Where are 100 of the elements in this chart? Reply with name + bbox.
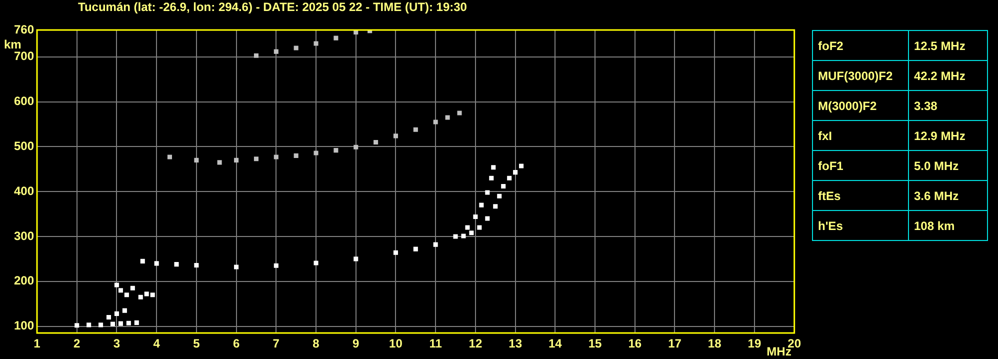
x-tick-label: 16 — [628, 336, 642, 351]
point — [433, 242, 438, 247]
point — [110, 322, 115, 326]
y-tick-label: 200 — [14, 274, 34, 288]
text: h'Es — [812, 210, 908, 240]
point — [86, 322, 92, 328]
point — [485, 190, 490, 195]
point — [118, 321, 123, 326]
point — [461, 234, 466, 238]
point — [134, 320, 139, 325]
point — [174, 262, 179, 267]
point — [469, 230, 474, 236]
x-tick-label: 9 — [352, 336, 360, 351]
point — [106, 315, 112, 320]
point — [274, 263, 278, 268]
point — [274, 154, 278, 160]
point — [294, 46, 298, 50]
point — [294, 153, 298, 158]
point — [513, 170, 518, 175]
point — [507, 176, 512, 180]
point — [374, 140, 378, 144]
x-tick-label: 13 — [508, 336, 522, 351]
point — [114, 282, 119, 288]
point — [167, 154, 172, 160]
point — [138, 294, 143, 300]
point — [519, 164, 524, 168]
point — [473, 214, 478, 220]
x-tick-label: 6 — [232, 336, 240, 351]
text: 3.38 — [908, 90, 988, 120]
point — [445, 115, 450, 120]
text: 12.9 MHz — [908, 120, 988, 150]
x-tick-label: 10 — [389, 336, 403, 351]
point — [150, 292, 155, 298]
point — [479, 202, 484, 208]
chart-title: Tucumán (lat: -26.9, lon: 294.6) - DATE: 2025 05 22 - TIME (UT): 19:30 — [78, 0, 467, 14]
point — [274, 49, 278, 54]
x-tick-label: 19 — [748, 336, 762, 351]
x-tick-label: 7 — [272, 336, 280, 351]
point — [393, 250, 398, 255]
point — [194, 262, 199, 268]
point — [485, 216, 490, 221]
point — [354, 256, 358, 262]
x-tick-label: 2 — [74, 336, 81, 351]
point — [130, 286, 135, 290]
point — [314, 260, 318, 266]
text: 3.6 MHz — [908, 180, 988, 210]
y-tick-label: 300 — [14, 228, 34, 243]
point — [457, 110, 462, 116]
point — [491, 165, 496, 170]
y-tick-label: 100 — [14, 318, 34, 333]
point — [124, 292, 129, 298]
point — [465, 225, 470, 230]
point — [314, 41, 318, 46]
text: foF2 — [812, 30, 908, 60]
x-tick-label: 4 — [153, 336, 160, 351]
point — [354, 144, 358, 150]
text: 42.2 MHz — [908, 60, 988, 90]
text: fxI — [812, 120, 908, 150]
point — [497, 194, 502, 198]
point — [234, 264, 239, 270]
x-tick-label: 8 — [312, 336, 320, 351]
point — [314, 150, 318, 156]
point — [393, 134, 398, 138]
y-axis-title: km — [4, 37, 22, 52]
x-tick-label: 15 — [588, 336, 602, 351]
point — [334, 36, 338, 40]
point — [433, 120, 438, 124]
x-tick-label: 11 — [429, 336, 442, 351]
point — [254, 53, 258, 58]
point — [453, 234, 458, 239]
text: ftEs — [812, 180, 908, 210]
text: foF1 — [812, 150, 908, 180]
point — [334, 148, 338, 153]
point — [74, 323, 80, 328]
x-tick-label: 1 — [34, 336, 41, 351]
x-tick-label: 12 — [468, 336, 482, 351]
x-tick-label: 18 — [708, 336, 722, 351]
text: M(3000)F2 — [812, 90, 908, 120]
x-tick-label: 5 — [193, 336, 200, 351]
x-tick-label: 17 — [668, 336, 682, 351]
point — [114, 311, 119, 316]
y-tick-label: 700 — [14, 49, 34, 64]
point — [234, 158, 239, 162]
point — [501, 184, 506, 188]
y-tick-label: 760 — [14, 22, 34, 36]
point — [493, 204, 498, 209]
point — [118, 288, 123, 293]
point — [144, 292, 149, 296]
x-tick-label: 3 — [113, 336, 120, 351]
point — [489, 176, 494, 180]
y-tick-label: 500 — [14, 139, 34, 154]
point — [217, 160, 222, 165]
point — [413, 127, 418, 132]
x-tick-label: 14 — [548, 336, 562, 351]
text: MUF(3000)F2 — [812, 60, 908, 90]
point — [126, 320, 131, 326]
point — [122, 308, 127, 313]
point — [254, 156, 258, 162]
point — [194, 158, 199, 162]
point — [98, 322, 104, 328]
